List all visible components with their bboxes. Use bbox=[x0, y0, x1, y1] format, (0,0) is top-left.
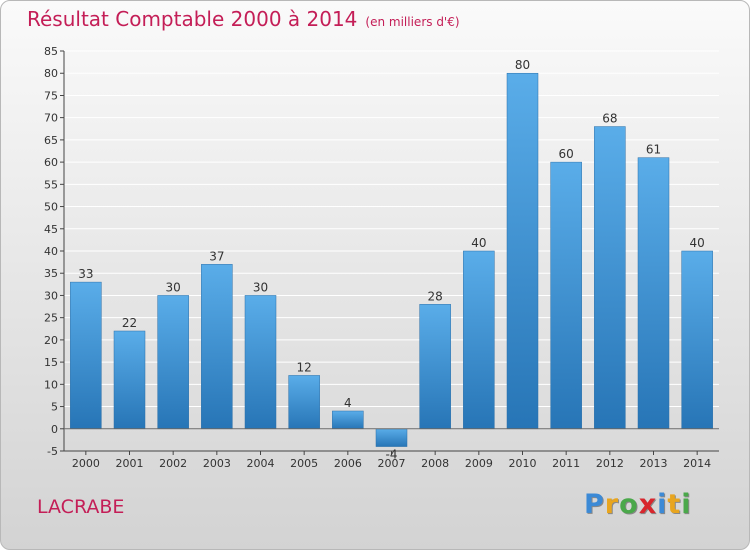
value-label: 40 bbox=[471, 236, 486, 250]
value-label: 40 bbox=[690, 236, 705, 250]
logo-letter: x bbox=[638, 489, 658, 520]
value-label: 4 bbox=[344, 396, 352, 410]
x-tick-label: 2009 bbox=[465, 457, 493, 470]
x-tick-label: 2012 bbox=[596, 457, 624, 470]
y-tick-label: 60 bbox=[44, 156, 58, 169]
value-label: 30 bbox=[166, 280, 181, 294]
y-tick-label: 70 bbox=[44, 112, 58, 125]
bar bbox=[113, 330, 146, 430]
y-tick-label: 25 bbox=[44, 312, 58, 325]
y-tick-label: 5 bbox=[51, 401, 58, 414]
logo-letter: r bbox=[604, 489, 620, 520]
value-label: 22 bbox=[122, 316, 137, 330]
x-tick-label: 2010 bbox=[509, 457, 537, 470]
y-tick-label: 15 bbox=[44, 356, 58, 369]
bar bbox=[681, 250, 713, 430]
y-tick-label: 10 bbox=[44, 378, 58, 391]
y-tick-label: 45 bbox=[44, 223, 58, 236]
value-label: 28 bbox=[428, 289, 443, 303]
value-label: -4 bbox=[386, 448, 398, 462]
logo-letter: i bbox=[681, 489, 692, 520]
x-tick-label: 2004 bbox=[247, 457, 275, 470]
chart-title-text: Résultat Comptable 2000 à 2014 bbox=[27, 7, 358, 31]
x-tick-label: 2008 bbox=[421, 457, 449, 470]
bar bbox=[157, 295, 189, 430]
x-tick-label: 2001 bbox=[116, 457, 144, 470]
bar bbox=[244, 295, 277, 430]
logo-letter: o bbox=[619, 489, 639, 520]
y-tick-label: 0 bbox=[51, 423, 58, 436]
y-tick-label: 55 bbox=[44, 178, 58, 191]
bar bbox=[375, 428, 408, 447]
y-tick-label: 50 bbox=[44, 201, 58, 214]
value-label: 61 bbox=[646, 143, 661, 157]
value-label: 80 bbox=[515, 58, 530, 72]
x-tick-label: 2003 bbox=[203, 457, 231, 470]
bar bbox=[201, 264, 233, 430]
value-label: 12 bbox=[297, 360, 312, 374]
bar bbox=[332, 410, 364, 430]
bar bbox=[70, 281, 102, 430]
value-label: 37 bbox=[209, 249, 224, 263]
y-tick-label: -5 bbox=[47, 445, 58, 458]
bar bbox=[550, 161, 582, 430]
y-tick-label: 20 bbox=[44, 334, 58, 347]
x-tick-label: 2014 bbox=[683, 457, 711, 470]
proxiti-logo: Proxiti bbox=[584, 489, 692, 520]
logo-letter: i bbox=[657, 489, 668, 520]
bar bbox=[419, 304, 451, 430]
value-label: 60 bbox=[559, 147, 574, 161]
bar bbox=[637, 157, 670, 430]
value-label: 68 bbox=[602, 112, 617, 126]
value-label: 30 bbox=[253, 280, 268, 294]
y-tick-label: 30 bbox=[44, 289, 58, 302]
chart-subtitle: (en milliers d'€) bbox=[365, 15, 460, 29]
x-tick-label: 2002 bbox=[159, 457, 187, 470]
chart-title: Résultat Comptable 2000 à 2014 (en millie… bbox=[27, 7, 460, 31]
y-tick-label: 40 bbox=[44, 245, 58, 258]
x-tick-label: 2013 bbox=[640, 457, 668, 470]
commune-name: LACRABE bbox=[37, 496, 125, 518]
bar bbox=[594, 126, 626, 430]
value-label: 33 bbox=[78, 267, 93, 281]
x-tick-label: 2006 bbox=[334, 457, 362, 470]
bar bbox=[506, 72, 539, 430]
y-tick-label: 75 bbox=[44, 89, 58, 102]
x-tick-label: 2007 bbox=[378, 457, 406, 470]
bar bbox=[288, 375, 320, 430]
logo-letter: P bbox=[584, 489, 605, 520]
x-tick-label: 2000 bbox=[72, 457, 100, 470]
y-tick-label: 80 bbox=[44, 67, 58, 80]
y-tick-label: 35 bbox=[44, 267, 58, 280]
x-tick-label: 2011 bbox=[552, 457, 580, 470]
logo-letter: t bbox=[667, 489, 682, 520]
bar bbox=[463, 250, 495, 430]
y-tick-label: 65 bbox=[44, 134, 58, 147]
x-tick-label: 2005 bbox=[290, 457, 318, 470]
y-tick-label: 85 bbox=[44, 45, 58, 58]
